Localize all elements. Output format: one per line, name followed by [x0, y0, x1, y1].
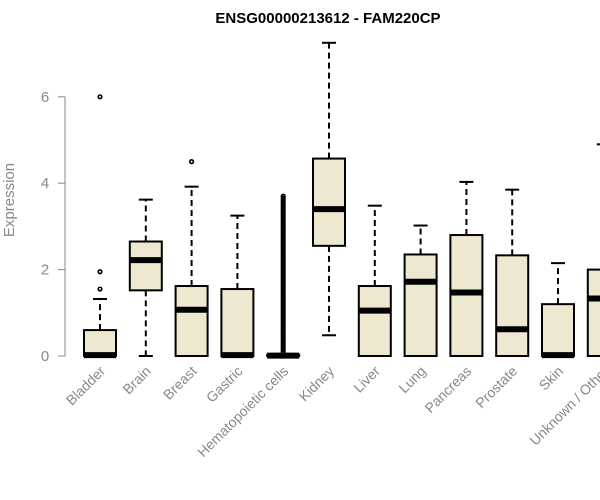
outlier-point: [97, 269, 103, 275]
x-tick-label: Brain: [119, 363, 153, 397]
box-group: [312, 41, 346, 337]
x-tick-label: Breast: [160, 363, 200, 403]
x-tick-label: Bladder: [63, 363, 109, 409]
outlier-point: [97, 286, 103, 292]
x-tick-label: Prostate: [472, 363, 520, 411]
box-group: [266, 193, 301, 359]
y-tick-label: 4: [41, 175, 49, 192]
box-iqr: [220, 288, 255, 358]
x-tick-label: Pancreas: [421, 363, 474, 416]
y-tick-label: 0: [41, 348, 49, 365]
x-tick-label: Hematopoietic cells: [194, 363, 291, 460]
box-iqr: [83, 329, 117, 357]
outlier-point: [97, 94, 103, 100]
box-group: [357, 204, 392, 357]
y-axis: 0 2 4 6: [41, 89, 66, 365]
box-group: [128, 198, 163, 357]
box-iqr: [495, 254, 530, 357]
x-tick-label: Skin: [536, 363, 567, 394]
box-group: [83, 94, 117, 359]
box-iqr: [312, 157, 346, 247]
x-tick-label: Lung: [395, 363, 428, 396]
box-iqr: [403, 253, 438, 357]
y-axis-label: Expression: [1, 163, 18, 237]
outlier-point: [280, 193, 286, 199]
outlier-point: [280, 195, 286, 201]
box-group: [586, 143, 600, 358]
chart-title: ENSG00000213612 - FAM220CP: [215, 10, 440, 27]
box-group: [220, 214, 255, 359]
outlier-point: [189, 159, 195, 165]
box-iqr: [541, 303, 575, 358]
x-tick-label: Gastric: [203, 363, 246, 406]
box-group: [174, 159, 209, 357]
box-iqr: [128, 240, 163, 292]
box-iqr: [586, 268, 600, 358]
box-iqr: [357, 285, 392, 357]
box-iqr: [449, 234, 484, 357]
box-iqr: [174, 285, 209, 357]
x-tick-label: Kidney: [296, 363, 338, 405]
y-tick-label: 6: [41, 89, 49, 106]
y-tick-label: 2: [41, 262, 49, 279]
boxes: [83, 41, 600, 359]
box-group: [449, 180, 484, 357]
box-group: [541, 262, 575, 359]
box-group: [495, 188, 530, 357]
box-group: [403, 224, 438, 357]
x-tick-label: Liver: [350, 363, 383, 396]
